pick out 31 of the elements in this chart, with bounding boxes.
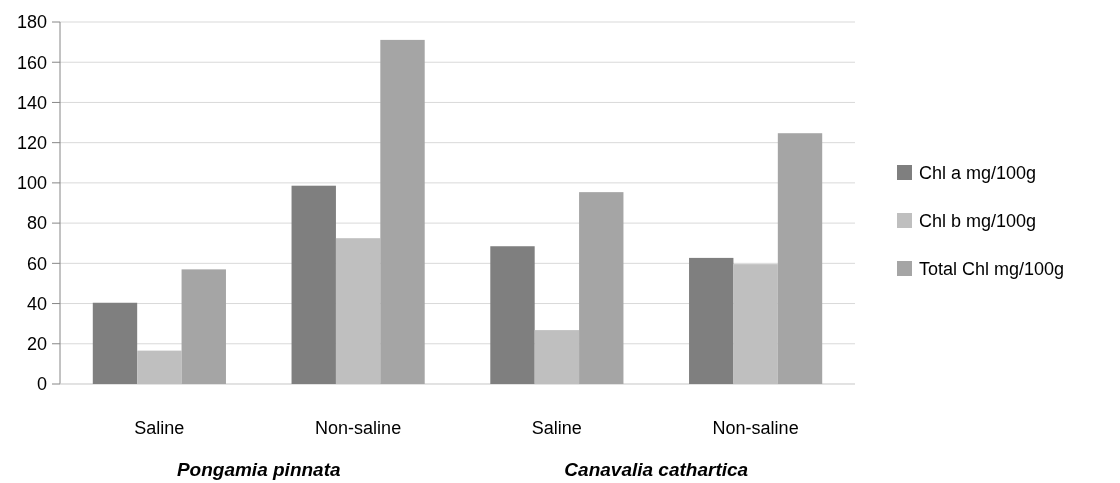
- y-tick-label: 20: [26, 334, 47, 355]
- bar: [733, 264, 778, 384]
- x-tick-label: Saline: [134, 418, 185, 438]
- x-tick-label: Non-saline: [315, 418, 402, 438]
- bar: [579, 192, 624, 384]
- y-tick-label: 0: [36, 374, 47, 395]
- bar: [490, 246, 535, 384]
- y-tick-label: 140: [16, 92, 47, 113]
- text: Pongamia pinnata: [176, 459, 341, 480]
- y-tick-label: 180: [16, 12, 47, 33]
- y-tick-label: 80: [26, 213, 47, 234]
- bar: [92, 302, 138, 384]
- bar: [335, 238, 381, 384]
- bar: [689, 257, 734, 384]
- y-tick-label: 100: [16, 173, 47, 194]
- bar: [534, 330, 580, 384]
- text: Canavalia cathartica: [564, 459, 749, 480]
- y-tick-label: 40: [26, 293, 47, 314]
- bar: [137, 350, 182, 384]
- x-tick-label: Saline: [531, 418, 582, 438]
- bar: [181, 269, 226, 384]
- y-tick-label: 60: [26, 253, 47, 274]
- x-tick-label: Non-saline: [712, 418, 799, 438]
- y-tick-label: 120: [16, 132, 47, 153]
- legend-label: Total Chl mg/100g: [919, 259, 1065, 280]
- bar: [291, 185, 336, 384]
- bar: [380, 39, 425, 384]
- legend-label: Chl b mg/100g: [919, 211, 1037, 232]
- bar: [777, 133, 823, 384]
- legend-label: Chl a mg/100g: [919, 163, 1037, 184]
- y-tick-label: 160: [16, 52, 47, 73]
